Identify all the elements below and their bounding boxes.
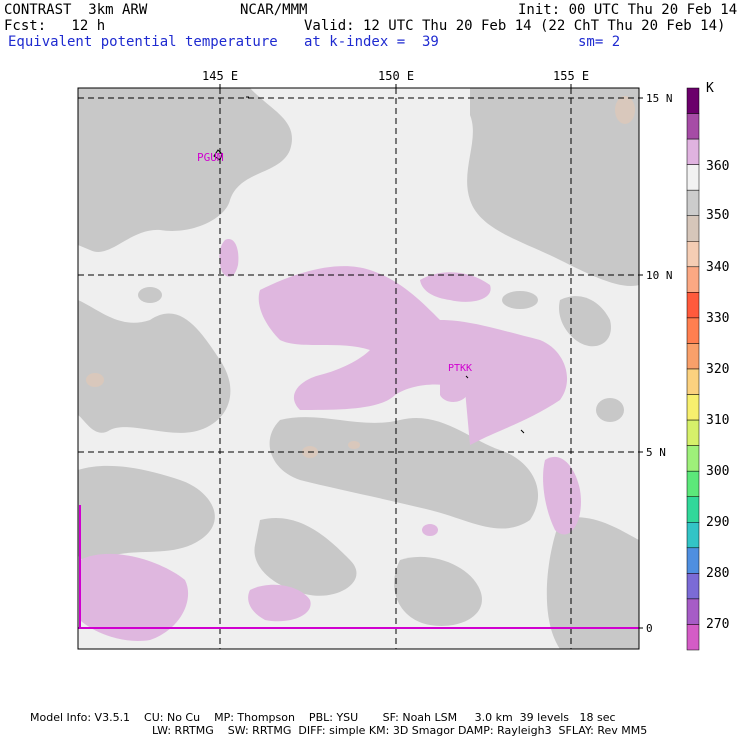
field-pink-regions [80, 239, 581, 641]
model-title: CONTRAST 3km ARW [4, 2, 148, 18]
legend-label-330: 330 [706, 311, 730, 326]
station-pgum: PGUM [197, 151, 224, 164]
lon-label-150: 150 E [378, 69, 414, 83]
smoothing-info: sm= 2 [578, 34, 621, 50]
init-time: Init: 00 UTC Thu 20 Feb 14 [518, 2, 738, 18]
field-grey-regions [78, 88, 639, 649]
legend-swatch [686, 343, 700, 370]
footer-physics-info: LW: RRTMG SW: RRTMG DIFF: simple KM: 3D … [152, 724, 648, 737]
legend-swatch [686, 522, 700, 549]
legend-label-290: 290 [706, 515, 730, 530]
forecast-hour: Fcst: 12 h [4, 18, 106, 34]
legend-swatch [686, 113, 700, 140]
legend-swatch [686, 215, 700, 242]
legend-swatch [686, 87, 700, 114]
legend-swatch [686, 266, 700, 293]
lat-label-5n: 5 N [646, 446, 666, 459]
legend-swatch [686, 317, 700, 344]
field-name: Equivalent potential temperature [8, 34, 278, 50]
island-outlines [213, 96, 525, 434]
legend-label-280: 280 [706, 566, 730, 581]
legend-swatch [686, 368, 700, 395]
legend-label-320: 320 [706, 362, 730, 377]
legend-swatch [686, 138, 700, 165]
lat-label-15n: 15 N [646, 92, 673, 105]
axis-ticks [219, 84, 643, 629]
valid-time: Valid: 12 UTC Thu 20 Feb 14 (22 ChT Thu … [304, 18, 726, 34]
legend-swatch [686, 445, 700, 472]
legend-swatch [686, 419, 700, 446]
legend-swatch [686, 624, 700, 651]
lat-label-10n: 10 N [646, 269, 673, 282]
lat-lon-grid [78, 88, 639, 649]
legend-swatch [686, 164, 700, 191]
station-ptkk: PTKK [448, 363, 472, 374]
legend-label-360: 360 [706, 159, 730, 174]
footer-model-info: Model Info: V3.5.1 CU: No Cu MP: Thompso… [30, 711, 616, 724]
legend-swatch [686, 598, 700, 625]
color-legend [686, 87, 700, 651]
legend-swatch [686, 573, 700, 600]
legend-label-310: 310 [706, 413, 730, 428]
level-info: at k-index = 39 [304, 34, 439, 50]
legend-swatch [686, 547, 700, 574]
organization: NCAR/MMM [240, 2, 308, 18]
lon-label-155: 155 E [553, 69, 589, 83]
legend-swatch [686, 189, 700, 216]
legend-swatch [686, 241, 700, 268]
map-field [78, 88, 639, 649]
legend-label-350: 350 [706, 208, 730, 223]
legend-swatch [686, 394, 700, 421]
legend-label-300: 300 [706, 464, 730, 479]
lat-label-0: 0 [646, 622, 653, 635]
legend-swatch [686, 292, 700, 319]
legend-swatch [686, 496, 700, 523]
legend-label-270: 270 [706, 617, 730, 632]
legend-label-340: 340 [706, 260, 730, 275]
legend-swatch [686, 470, 700, 497]
map-frame [77, 87, 640, 650]
legend-unit: K [706, 81, 714, 96]
lon-label-145: 145 E [202, 69, 238, 83]
boundary-line [78, 505, 639, 629]
